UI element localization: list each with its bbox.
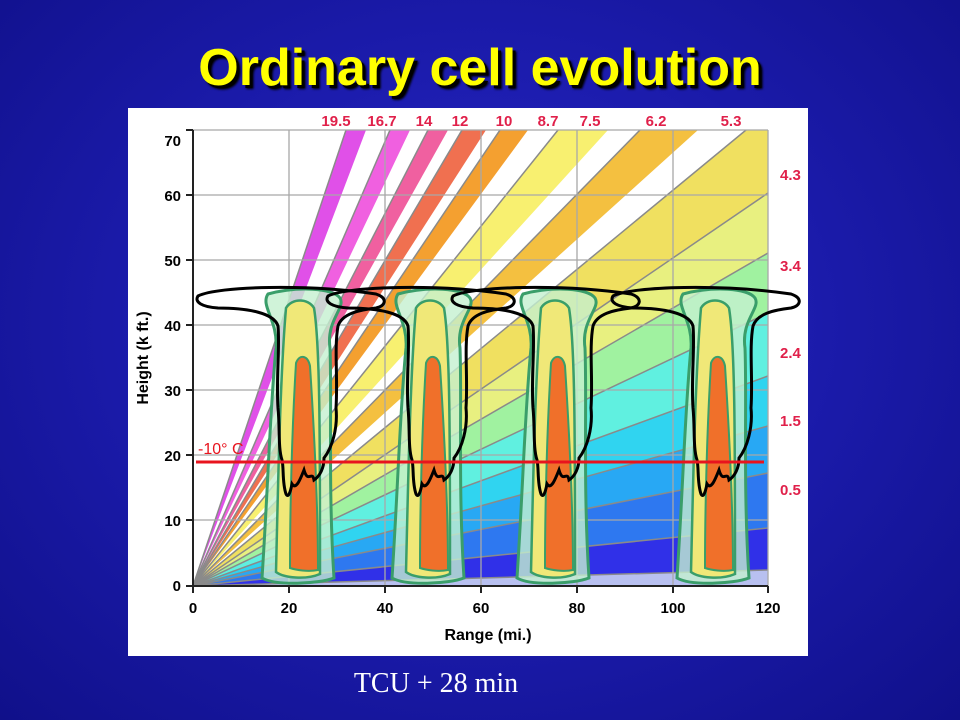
x-tick-label: 80 [569, 600, 586, 617]
storm-cell [195, 285, 386, 585]
beam-elevation-label: 10 [496, 113, 513, 130]
y-tick-label: 40 [164, 318, 181, 335]
y-tick-label: 0 [173, 578, 181, 595]
x-tick-label: 40 [377, 600, 394, 617]
beam-elevation-label: 2.4 [780, 345, 802, 362]
beam-elevation-label: 1.5 [780, 413, 801, 430]
storm-cells [195, 285, 801, 585]
beam-elevation-label: 4.3 [780, 167, 801, 184]
storm-cell [450, 285, 641, 585]
x-tick-label: 120 [755, 600, 780, 617]
x-tick-label: 60 [473, 600, 490, 617]
y-axis-title: Height (k ft.) [135, 311, 152, 404]
storm-cell [610, 285, 801, 585]
x-axis-title: Range (mi.) [444, 627, 531, 644]
beam-elevation-label: 5.3 [721, 113, 742, 130]
beam-elevation-label: 19.5 [321, 113, 350, 130]
x-tick-label: 0 [189, 600, 197, 617]
beam-elevation-label: 7.5 [580, 113, 601, 130]
beam-elevation-label: 12 [452, 113, 469, 130]
y-tick-label: 20 [164, 448, 181, 465]
slide-title: Ordinary cell evolution [198, 39, 762, 97]
beam-elevation-label: 3.4 [780, 258, 802, 275]
x-tick-label: 100 [660, 600, 685, 617]
beam-band [193, 130, 486, 586]
beam-elevation-label: 8.7 [538, 113, 559, 130]
plot-axes [186, 129, 769, 593]
y-tick-label: 10 [164, 513, 181, 530]
y-tick-label: 50 [164, 253, 181, 270]
radar-beam-diagram: 0 10 20 30 40 50 60 70 0 20 40 60 80 100… [128, 108, 808, 656]
storm-cell [325, 285, 516, 585]
y-tick-label: 30 [164, 383, 181, 400]
beam-elevation-label: 6.2 [646, 113, 667, 130]
slide-caption: TCU + 28 min [353, 668, 519, 699]
diagram-canvas: 0 10 20 30 40 50 60 70 0 20 40 60 80 100… [128, 108, 808, 656]
isotherm-label: -10° C [198, 441, 244, 458]
y-tick-label: 70 [164, 133, 181, 150]
beam-elevation-label: 14 [416, 113, 433, 130]
x-tick-label: 20 [281, 600, 298, 617]
beam-elevation-label: 16.7 [367, 113, 396, 130]
beam-elevation-label: 0.5 [780, 482, 801, 499]
y-tick-label: 60 [164, 188, 181, 205]
